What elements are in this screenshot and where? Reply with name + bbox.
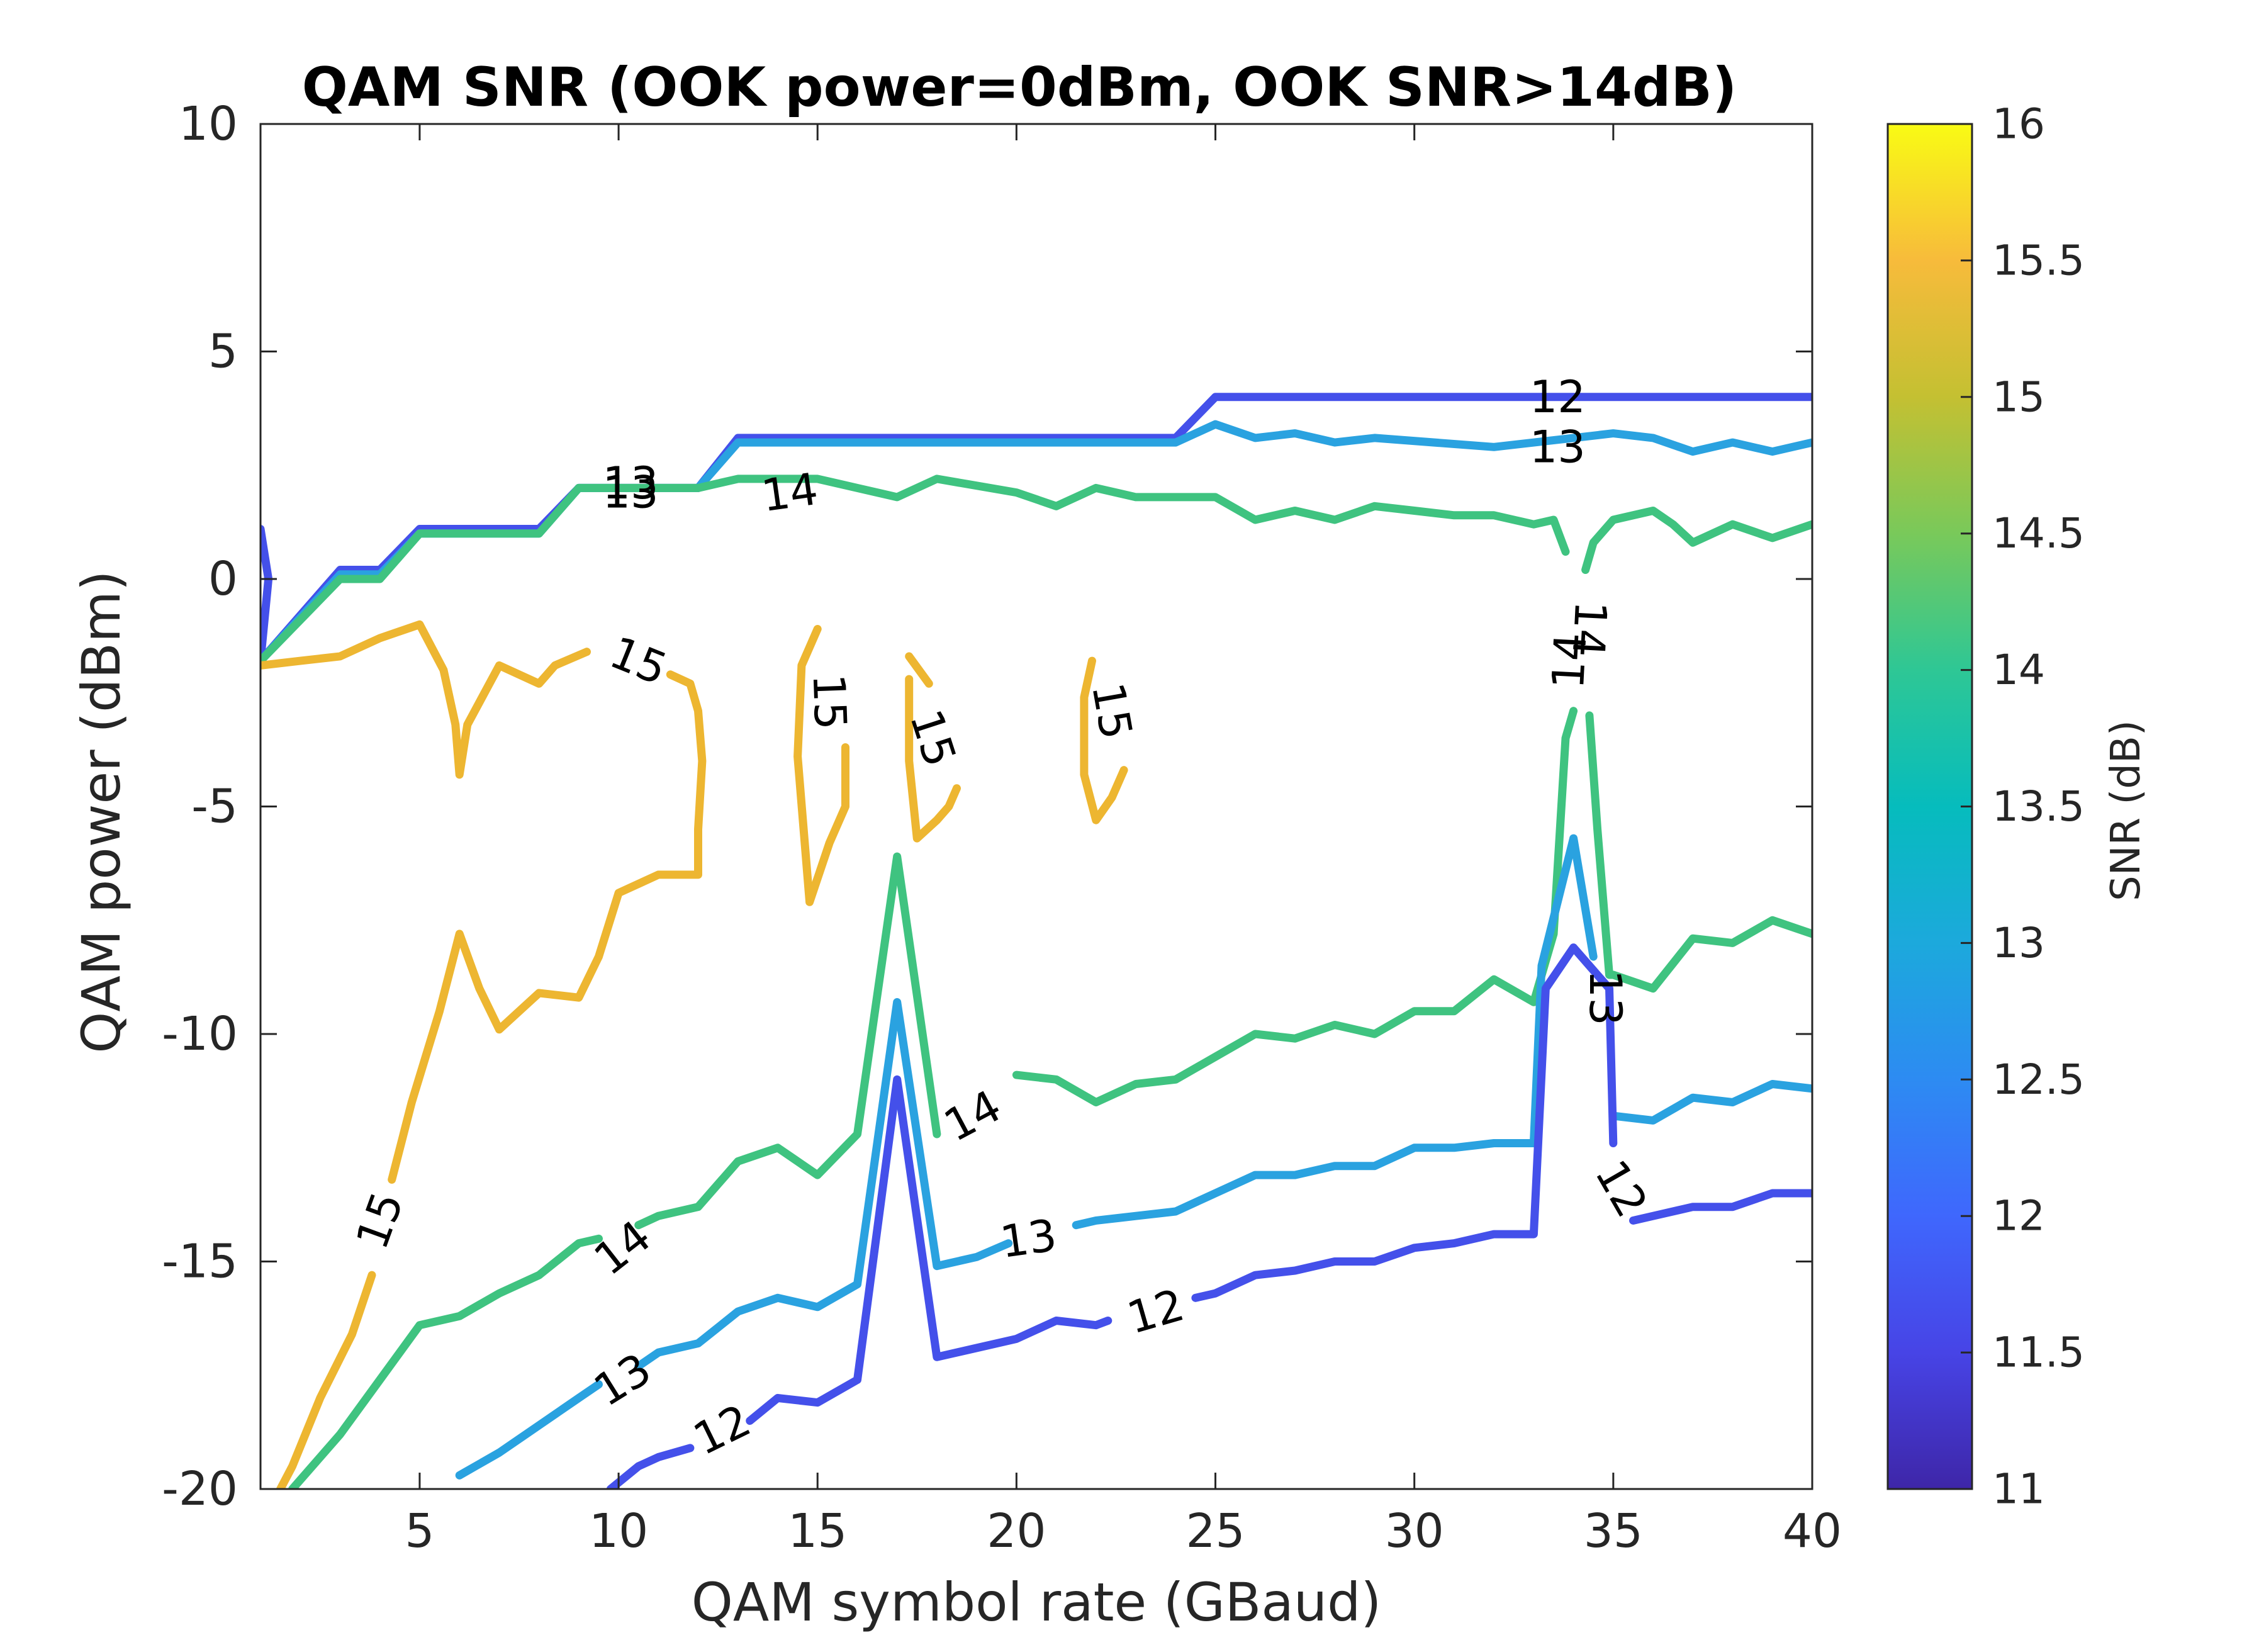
x-tick-label: 25: [1185, 1504, 1245, 1558]
x-tick-label: 5: [405, 1504, 434, 1558]
contour-label-11: 13: [1579, 970, 1631, 1026]
contour-line-14-2: [261, 475, 1570, 665]
colorbar-tick-label: 12.5: [1992, 1055, 2085, 1104]
colorbar-tick-label: 12: [1992, 1192, 2045, 1240]
x-tick-label: 10: [589, 1504, 648, 1558]
contour-line-14-14: [1585, 711, 1812, 993]
y-tick-label: -15: [162, 1235, 238, 1289]
contour-line-12-22: [1629, 1189, 1812, 1225]
contour-label-15: 12: [1122, 1279, 1190, 1344]
contour-line-15-9: [905, 675, 961, 843]
x-tick-label: 20: [987, 1504, 1046, 1558]
contour-label-1: 13: [1530, 421, 1586, 473]
contour-label-13: 14: [936, 1080, 1009, 1152]
y-tick-label: -5: [191, 780, 238, 834]
contour-label-9: 14: [1542, 631, 1597, 690]
colorbar-tick-label: 14: [1992, 646, 2045, 694]
y-tick-label: 5: [208, 325, 238, 379]
contour-line-14-13: [1012, 707, 1578, 1106]
contour-line-14-3: [1581, 507, 1812, 574]
y-tick-label: 10: [179, 97, 238, 151]
x-tick-label: 40: [1783, 1504, 1842, 1558]
y-axis-label: QAM power (dBm): [70, 570, 132, 1053]
contour-label-0: 12: [1530, 371, 1586, 423]
x-axis-label: QAM symbol rate (GBaud): [692, 1571, 1381, 1633]
contour-label-6: 15: [803, 673, 856, 731]
colorbar-tick-label: 15: [1992, 373, 2045, 421]
contour-label-10: 14: [1562, 600, 1617, 658]
chart-title: QAM SNR (OOK power=0dBm, OOK SNR>14dB): [302, 56, 1737, 119]
contour-label-19: 12: [685, 1395, 758, 1466]
contour-line-12-19: [606, 1444, 695, 1489]
contour-line-14-11: [288, 1234, 603, 1489]
contour-label-18: 13: [585, 1343, 660, 1417]
y-tick-label: -10: [162, 1007, 238, 1061]
contour-line-15-10: [1080, 656, 1128, 824]
x-tick-label: 35: [1584, 1504, 1643, 1558]
colorbar-tick-label: 11: [1992, 1465, 2045, 1514]
x-tick-label: 15: [788, 1504, 847, 1558]
contour-line-15-5: [388, 670, 707, 1184]
y-tick-label: 0: [208, 552, 238, 606]
contour-line-13-15: [455, 1380, 603, 1480]
contour-label-3: 13: [602, 458, 658, 509]
colorbar-tick-label: 13.5: [1992, 782, 2085, 831]
plot-axes: 5 10 15 20 25 30 35 40 -20 -15 -10 -5 0 5 10: [162, 97, 1842, 1558]
x-tick-label: 30: [1385, 1504, 1444, 1558]
y-tick-label: -20: [162, 1462, 238, 1516]
colorbar-gradient: [1888, 124, 1972, 1489]
colorbar-tick-label: 16: [1992, 100, 2045, 149]
contour-line-13-17: [1072, 834, 1598, 1230]
contour-label-14: 13: [997, 1210, 1060, 1269]
plot-frame: [259, 123, 1813, 1490]
colorbar-tick-label: 11.5: [1992, 1329, 2085, 1377]
colorbar-tick-label: 14.5: [1992, 509, 2085, 558]
contour-line-15-7: [793, 625, 849, 906]
contour-line-15-6: [276, 1271, 376, 1489]
contour-line-15-4: [261, 620, 591, 779]
contour-line-13-16: [634, 997, 1013, 1371]
contour-label-16: 15: [346, 1186, 414, 1256]
contour-line-15-8: [905, 652, 933, 688]
colorbar-tick-label: 15.5: [1992, 236, 2085, 284]
contour-line-13-18: [1609, 1080, 1812, 1125]
colorbar-tick-label: 13: [1992, 919, 2045, 967]
colorbar-label: SNR (dB): [2103, 720, 2150, 901]
contour-label-5: 15: [603, 626, 674, 695]
contour-lines: [261, 393, 1812, 1489]
contour-label-2: 13: [602, 467, 658, 519]
contour-line-14-12: [634, 852, 941, 1230]
contour-label-8: 15: [1082, 679, 1142, 743]
contour-label-4: 14: [758, 463, 821, 522]
colorbar: 11 11.5 12 12.5 13 13.5 14 14.5 15 15.5 16: [1886, 100, 2085, 1514]
contour-line-12-20: [746, 1075, 1113, 1425]
contour-line-12-21: [1191, 943, 1618, 1302]
